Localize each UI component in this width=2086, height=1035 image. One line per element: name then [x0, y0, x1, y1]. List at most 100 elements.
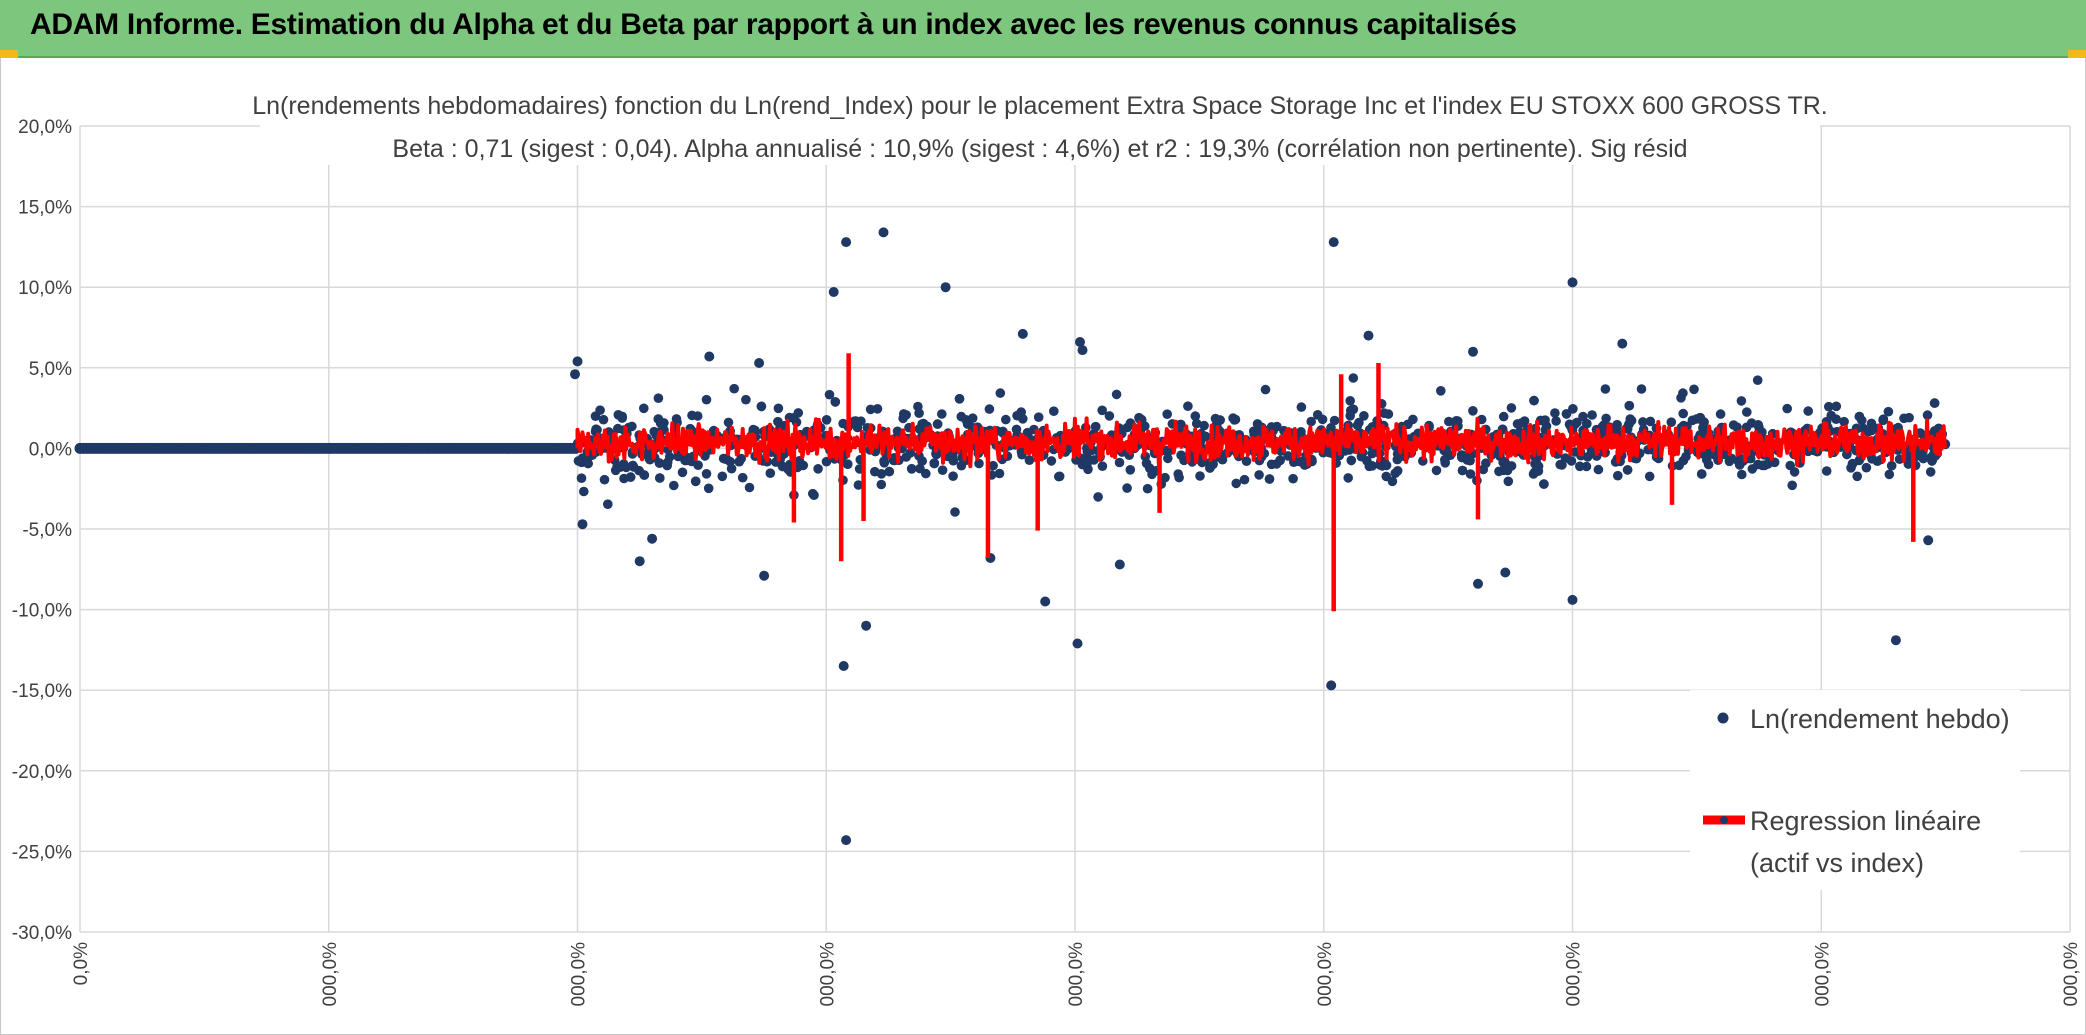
y-tick-label: 20,0% [18, 117, 72, 138]
data-point [1359, 411, 1369, 421]
data-point [1199, 420, 1209, 431]
data-point [693, 460, 703, 471]
data-point [1111, 389, 1122, 400]
data-point [898, 409, 909, 419]
data-point [687, 410, 697, 421]
data-point [1503, 476, 1514, 487]
data-point [1578, 411, 1588, 422]
y-tick-label: 5,0% [29, 359, 72, 380]
data-point [821, 415, 832, 425]
data-point [1831, 414, 1841, 425]
x-tick-label: 000,0% [1564, 942, 1585, 1007]
data-point [1831, 401, 1842, 412]
data-point [1847, 458, 1858, 469]
data-point [984, 404, 995, 414]
data-point [577, 519, 588, 530]
data-point [821, 456, 832, 467]
data-point [744, 482, 755, 493]
data-point [1839, 416, 1849, 427]
data-point [1752, 375, 1763, 386]
data-point [1568, 404, 1578, 414]
data-point [1033, 412, 1044, 423]
data-point [1512, 419, 1523, 429]
legend-label-regression-line1: Regression linéaire [1750, 806, 1981, 836]
data-point [1093, 492, 1103, 502]
data-point [1097, 405, 1107, 416]
data-point [915, 463, 925, 474]
data-point [765, 468, 776, 479]
data-point [754, 358, 765, 368]
data-point [1436, 386, 1446, 396]
data-point [1089, 455, 1099, 465]
data-point [1903, 459, 1914, 469]
data-point [1011, 424, 1022, 435]
data-point [1785, 460, 1795, 471]
data-point [948, 471, 958, 482]
data-point [1863, 426, 1873, 437]
data-point [1440, 455, 1450, 465]
data-point [1317, 414, 1328, 425]
data-point [1866, 418, 1877, 429]
data-point [592, 425, 602, 435]
data-point [1560, 453, 1571, 463]
data-point [1852, 471, 1862, 482]
data-point [1567, 277, 1578, 288]
x-tick-label: 000,0% [320, 942, 341, 1007]
data-point [1575, 461, 1585, 472]
data-point [729, 383, 739, 394]
x-axis-ticks: 0,0% 000,0% 000,0% 000,0% 000,0% 000,0% 000,0%… [71, 942, 2082, 1007]
data-point [639, 403, 649, 414]
data-point [872, 404, 883, 414]
data-point [741, 394, 751, 405]
data-point [1561, 409, 1572, 419]
data-point [808, 488, 818, 499]
data-point [788, 413, 798, 423]
data-point [878, 227, 889, 238]
data-point [1617, 338, 1628, 349]
data-point [1125, 465, 1136, 475]
data-point [628, 460, 638, 471]
data-point [1431, 465, 1442, 476]
data-point [1254, 470, 1264, 480]
data-point [576, 473, 587, 484]
data-point [1929, 398, 1940, 408]
data-point [1288, 473, 1298, 484]
data-point [1275, 455, 1285, 466]
x-tick-label: 000,0% [1066, 942, 1087, 1007]
data-point [932, 419, 943, 429]
data-point [1283, 451, 1293, 461]
chart-title-background [260, 85, 1820, 165]
data-point [1923, 535, 1934, 546]
corner-marker-top-left [0, 50, 18, 58]
data-point [1890, 635, 1901, 646]
data-point [1678, 388, 1688, 398]
data-point [853, 480, 864, 490]
data-point [1883, 406, 1894, 417]
data-point [690, 476, 701, 487]
data-point [1183, 401, 1193, 412]
data-point [1622, 465, 1633, 475]
data-point [884, 466, 895, 477]
data-point [1195, 471, 1205, 481]
data-point [737, 472, 748, 483]
data-point [1444, 416, 1454, 427]
chart-title: Ln(rendements hebdomadaires) fonction du… [252, 92, 1828, 120]
data-point [1703, 459, 1714, 470]
data-point [1904, 412, 1914, 423]
data-point [1593, 464, 1604, 475]
data-point [1533, 466, 1544, 476]
y-tick-label: 10,0% [18, 278, 72, 299]
y-axis-ticks: 20,0% 15,0% 10,0% 5,0% 0,0% -5,0% -10,0% -15,0%… [12, 117, 72, 944]
data-point [1205, 463, 1215, 473]
data-point [1260, 384, 1271, 395]
data-point [1343, 473, 1353, 483]
data-point [1551, 416, 1561, 426]
data-point [701, 469, 712, 479]
data-point [1782, 403, 1792, 414]
data-point [1457, 465, 1468, 476]
legend: Ln(rendement hebdo) Regression linéaire … [1690, 690, 2020, 890]
data-point [1367, 448, 1377, 459]
data-point [1787, 480, 1797, 491]
y-tick-label: 0,0% [29, 439, 72, 460]
data-point [1381, 471, 1391, 482]
